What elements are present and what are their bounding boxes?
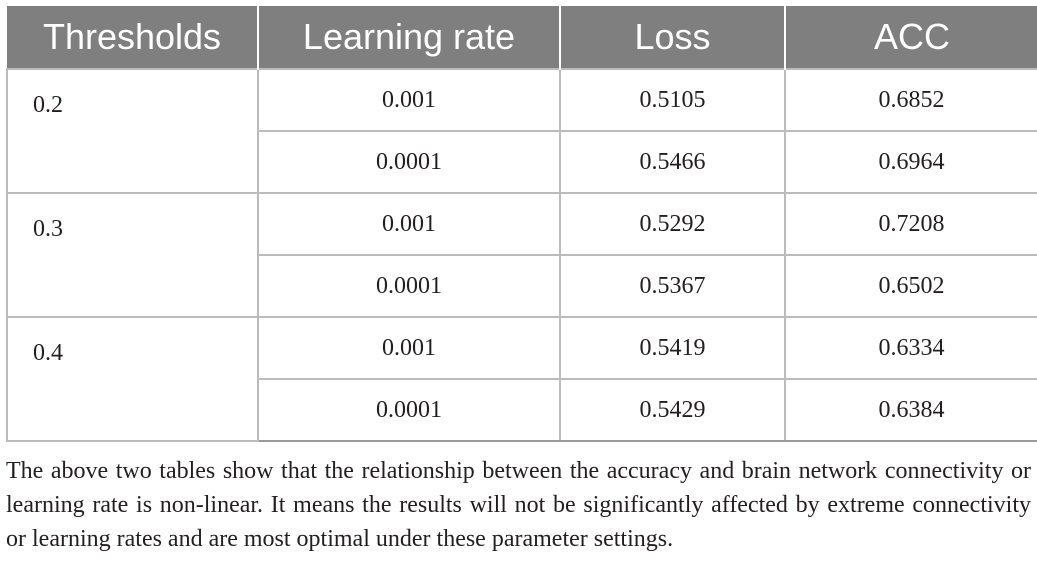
table-row: 0.0001 0.5429 0.6384 bbox=[7, 378, 1037, 442]
learning-rate-cell: 0.0001 bbox=[257, 378, 561, 442]
threshold-cell: 0.2 bbox=[6, 68, 259, 194]
loss-cell: 0.5105 bbox=[559, 68, 786, 132]
loss-cell: 0.5292 bbox=[559, 192, 786, 256]
table-row: 0.0001 0.5466 0.6964 bbox=[7, 130, 1037, 194]
learning-rate-cell: 0.0001 bbox=[257, 130, 561, 194]
acc-cell: 0.7208 bbox=[784, 192, 1037, 256]
acc-cell: 0.6852 bbox=[784, 68, 1037, 132]
acc-cell: 0.6384 bbox=[784, 378, 1037, 442]
learning-rate-cell: 0.001 bbox=[257, 68, 561, 132]
results-table: Thresholds Learning rate Loss ACC 0.2 0.… bbox=[6, 6, 1037, 442]
header-loss: Loss bbox=[560, 6, 786, 69]
threshold-cell: 0.3 bbox=[6, 192, 259, 318]
threshold-cell: 0.4 bbox=[6, 316, 259, 442]
loss-cell: 0.5429 bbox=[559, 378, 786, 442]
table-row: 0.3 0.001 0.5292 0.7208 bbox=[6, 192, 1037, 318]
loss-cell: 0.5419 bbox=[559, 316, 786, 380]
results-table-container: Thresholds Learning rate Loss ACC 0.2 0.… bbox=[6, 6, 1037, 442]
learning-rate-cell: 0.0001 bbox=[257, 254, 561, 318]
table-row: 0.4 0.001 0.5419 0.6334 bbox=[6, 316, 1037, 442]
loss-cell: 0.5466 bbox=[559, 130, 786, 194]
learning-rate-cell: 0.001 bbox=[257, 192, 561, 256]
acc-cell: 0.6964 bbox=[784, 130, 1037, 194]
table-footnote: The above two tables show that the relat… bbox=[6, 458, 1031, 552]
acc-cell: 0.6502 bbox=[784, 254, 1037, 318]
table-row: 0.0001 0.5367 0.6502 bbox=[7, 254, 1037, 318]
header-thresholds: Thresholds bbox=[7, 6, 259, 69]
table-header-row: Thresholds Learning rate Loss ACC bbox=[7, 6, 1037, 69]
header-acc: ACC bbox=[785, 6, 1037, 69]
header-learning-rate: Learning rate bbox=[258, 6, 561, 69]
loss-cell: 0.5367 bbox=[559, 254, 786, 318]
table-row: 0.2 0.001 0.5105 0.6852 bbox=[6, 68, 1037, 194]
learning-rate-cell: 0.001 bbox=[257, 316, 561, 380]
acc-cell: 0.6334 bbox=[784, 316, 1037, 380]
